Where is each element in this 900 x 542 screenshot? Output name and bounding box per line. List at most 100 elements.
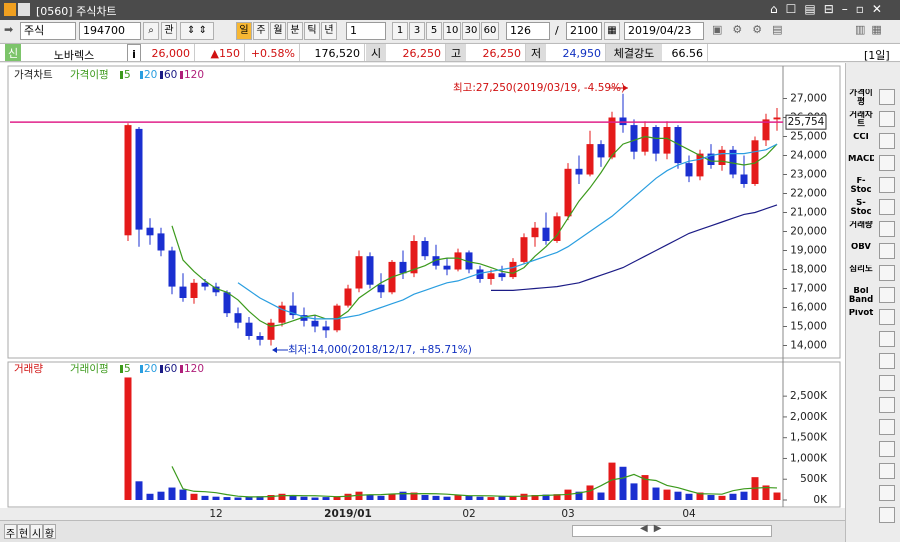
- spin-buttons[interactable]: ⇕ ⇕: [180, 22, 214, 40]
- bottom-tab[interactable]: 시: [30, 524, 43, 539]
- tool-icon[interactable]: [879, 397, 895, 413]
- minute-button[interactable]: 30: [462, 22, 480, 40]
- x-tick-label: 04: [682, 508, 696, 520]
- y-tick-label: 2,500K: [790, 390, 828, 402]
- side-tool[interactable]: 가격이평: [849, 89, 873, 107]
- ma-line: [171, 135, 778, 328]
- volume-bar: [212, 496, 220, 500]
- volume-bar: [234, 497, 242, 500]
- legend-swatch: [180, 71, 183, 79]
- info-button[interactable]: i: [127, 44, 141, 61]
- change: ▲150: [195, 44, 245, 61]
- high-annotation: 최고:27,250(2019/03/19, -4.59%): [453, 82, 625, 94]
- strength: 66.56: [662, 44, 708, 61]
- period-button[interactable]: 년: [321, 22, 337, 40]
- minute-button[interactable]: 5: [426, 22, 442, 40]
- tool-icons[interactable]: ▥▦: [855, 23, 888, 36]
- ma-line: [171, 466, 778, 498]
- icon: [4, 3, 16, 16]
- window-controls[interactable]: ⌂☐▤⊟–▫✕: [770, 2, 890, 16]
- tool-icon[interactable]: [879, 155, 895, 171]
- side-tool[interactable]: F-Stoc: [850, 177, 872, 195]
- side-tool[interactable]: MACD: [848, 155, 874, 164]
- period-button[interactable]: 일: [236, 22, 252, 40]
- legend-entry: 5: [124, 69, 131, 81]
- tool-icon[interactable]: [879, 419, 895, 435]
- side-tool[interactable]: Pivot: [848, 309, 874, 318]
- tool-icon[interactable]: [879, 133, 895, 149]
- bottom-tab[interactable]: 현: [17, 524, 30, 539]
- volume-bar: [454, 495, 462, 500]
- legend-swatch: [160, 365, 163, 373]
- zoom-controls[interactable]: ◀▶: [640, 523, 668, 534]
- change-rate: +0.58%: [245, 44, 300, 61]
- candle-body: [762, 119, 770, 141]
- volume-bar: [740, 491, 748, 500]
- tool-icon[interactable]: [879, 353, 895, 369]
- volume-bar: [333, 496, 341, 500]
- y-tick-label: 15,000: [790, 321, 827, 333]
- candle-body: [597, 144, 605, 158]
- calendar-button[interactable]: ▦: [604, 22, 620, 40]
- side-tool[interactable]: 거래차트: [849, 111, 873, 129]
- candle-body: [498, 273, 506, 278]
- tool-icon[interactable]: [879, 507, 895, 523]
- side-tool[interactable]: 심리도: [849, 265, 873, 274]
- minute-button[interactable]: 3: [409, 22, 425, 40]
- volume-bar: [685, 493, 693, 500]
- side-tool[interactable]: S-Stoc: [850, 199, 872, 217]
- volume-bar: [762, 485, 770, 500]
- tool-icon[interactable]: [879, 111, 895, 127]
- bottom-tab[interactable]: 황: [43, 524, 56, 539]
- bottom-tab[interactable]: 주: [4, 524, 17, 539]
- side-tool[interactable]: Bol Band: [848, 287, 874, 305]
- minute-button[interactable]: 1: [392, 22, 408, 40]
- side-tool[interactable]: 거래량: [849, 221, 873, 230]
- period-button[interactable]: 월: [270, 22, 286, 40]
- tool-icon[interactable]: [879, 221, 895, 237]
- candle-body: [179, 286, 187, 298]
- volume-bar: [421, 495, 429, 500]
- candle-body: [267, 322, 275, 340]
- y-tick-label: 22,000: [790, 188, 827, 200]
- tool-icon[interactable]: [879, 441, 895, 457]
- tool-icon[interactable]: [879, 177, 895, 193]
- tool-icons[interactable]: ▣⚙⚙▤: [712, 23, 793, 36]
- code-input[interactable]: 194700: [79, 22, 141, 40]
- market-select[interactable]: 주식: [20, 22, 76, 40]
- tool-icon[interactable]: [879, 485, 895, 501]
- minute-button[interactable]: 60: [481, 22, 499, 40]
- tool-icon[interactable]: [879, 89, 895, 105]
- count-input[interactable]: 126: [506, 22, 550, 40]
- date-input[interactable]: 2019/04/23: [624, 22, 704, 40]
- total-input[interactable]: 2100: [566, 22, 602, 40]
- icon: [18, 3, 30, 16]
- badge: 신: [5, 44, 21, 61]
- volume-bar: [168, 487, 176, 500]
- tool-icon[interactable]: [879, 463, 895, 479]
- period-button[interactable]: 틱: [304, 22, 320, 40]
- volume-bar: [432, 495, 440, 500]
- tool-icon[interactable]: [879, 309, 895, 325]
- volume-bar: [575, 491, 583, 500]
- search-button[interactable]: ⌕: [143, 22, 159, 40]
- scrollbar[interactable]: [572, 525, 772, 537]
- period-button[interactable]: 분: [287, 22, 303, 40]
- tool-icon[interactable]: [879, 375, 895, 391]
- side-tool[interactable]: OBV: [851, 243, 871, 252]
- y-tick-label: 18,000: [790, 264, 827, 276]
- tool-icon[interactable]: [879, 199, 895, 215]
- minute-button[interactable]: 10: [443, 22, 461, 40]
- tool-icon[interactable]: [879, 331, 895, 347]
- tool-icon[interactable]: [879, 287, 895, 303]
- tool-icon[interactable]: [879, 243, 895, 259]
- tool-icon[interactable]: [879, 265, 895, 281]
- candle-body: [718, 149, 726, 165]
- volume-bar: [718, 495, 726, 500]
- period-button[interactable]: 주: [253, 22, 269, 40]
- volume-bar: [278, 493, 286, 500]
- volume-bar: [256, 496, 264, 500]
- side-tool[interactable]: CCI: [853, 133, 869, 142]
- related-button[interactable]: 관: [161, 22, 177, 40]
- interval-select[interactable]: 1: [346, 22, 386, 40]
